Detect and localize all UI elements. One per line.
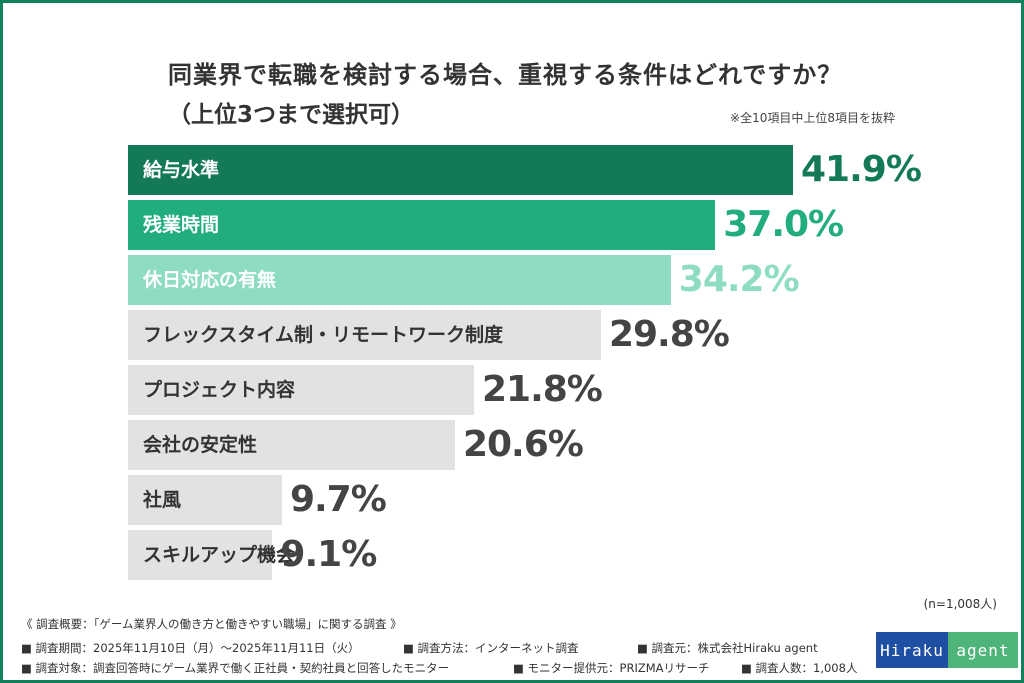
logo-part1: Hiraku [876,632,948,668]
survey-provider: ■ モニター提供元：PRIZMAリサーチ [513,661,710,675]
bar [128,475,282,525]
bar-label: 休日対応の有無 [143,269,277,291]
bar-label: 給与水準 [143,159,220,181]
bar [128,255,671,305]
value-label: 9.7% [289,479,387,520]
chart-title: 同業界で転職を検討する場合、重視する条件はどれですか？ [168,61,843,89]
value-label: 37.0% [723,204,844,245]
value-label: 20.6% [462,424,584,465]
value-label: 34.2% [678,259,800,300]
survey-source: ■ 調査元：株式会社Hiraku agent [637,641,818,655]
survey-count: ■ 調査人数：1,008人 [741,661,858,675]
value-label: 9.1% [280,534,377,575]
bar [128,365,474,415]
bar-label: フレックスタイム制・リモートワーク制度 [143,324,504,346]
sample-size: (n=1,008人) [923,597,997,611]
survey-method: ■ 調査方法：インターネット調査 [403,641,579,655]
value-label: 21.8% [481,369,603,410]
bar-label: スキルアップ機会 [143,544,296,566]
bar-label: 残業時間 [143,214,220,236]
value-label: 41.9% [801,149,922,190]
bar [128,530,273,580]
hiraku-agent-logo: Hiraku agent [876,632,1018,668]
chart-note: ※全10項目中上位8項目を抜粋 [730,111,895,125]
bar-label: 社風 [143,489,182,511]
survey-target: ■ 調査対象：調査回答時にゲーム業界で働く正社員・契約社員と回答したモニター [21,661,450,675]
logo-part2: agent [948,632,1018,668]
bar [128,310,601,360]
bar-label: プロジェクト内容 [143,379,296,401]
survey-title: 《 調査概要：「ゲーム業界人の働き方と働きやすい職場」に関する調査 》 [21,617,402,631]
value-label: 29.8% [608,314,730,355]
bar [128,420,455,470]
bar [128,200,716,250]
survey-period: ■ 調査期間：2025年11月10日（月）～2025年11月11日（火） [21,641,360,655]
bar-label: 会社の安定性 [143,434,258,456]
chart-subtitle: （上位3つまで選択可） [168,102,415,128]
bar [128,145,793,195]
